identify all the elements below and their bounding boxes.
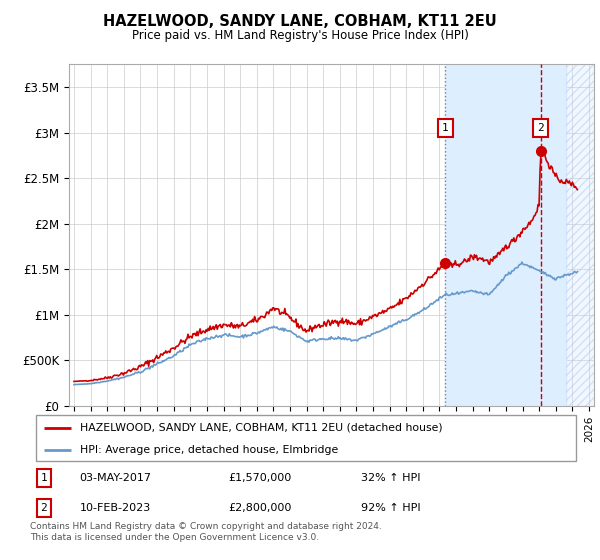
- Text: HPI: Average price, detached house, Elmbridge: HPI: Average price, detached house, Elmb…: [80, 445, 338, 455]
- Text: Price paid vs. HM Land Registry's House Price Index (HPI): Price paid vs. HM Land Registry's House …: [131, 29, 469, 42]
- Text: HAZELWOOD, SANDY LANE, COBHAM, KT11 2EU: HAZELWOOD, SANDY LANE, COBHAM, KT11 2EU: [103, 14, 497, 29]
- Text: 2: 2: [40, 503, 47, 514]
- Text: £2,800,000: £2,800,000: [229, 503, 292, 514]
- Text: 10-FEB-2023: 10-FEB-2023: [80, 503, 151, 514]
- Bar: [566, 64, 600, 406]
- FancyBboxPatch shape: [35, 416, 577, 461]
- Text: 1: 1: [442, 123, 449, 133]
- Text: 03-MAY-2017: 03-MAY-2017: [80, 473, 152, 483]
- Text: 2: 2: [537, 123, 544, 133]
- Bar: [445, 64, 566, 406]
- Text: 32% ↑ HPI: 32% ↑ HPI: [361, 473, 421, 483]
- Bar: [566, 64, 600, 406]
- Text: 1: 1: [40, 473, 47, 483]
- Text: HAZELWOOD, SANDY LANE, COBHAM, KT11 2EU (detached house): HAZELWOOD, SANDY LANE, COBHAM, KT11 2EU …: [80, 423, 442, 433]
- Text: £1,570,000: £1,570,000: [229, 473, 292, 483]
- Text: 92% ↑ HPI: 92% ↑ HPI: [361, 503, 421, 514]
- Text: This data is licensed under the Open Government Licence v3.0.: This data is licensed under the Open Gov…: [30, 533, 319, 543]
- Text: Contains HM Land Registry data © Crown copyright and database right 2024.: Contains HM Land Registry data © Crown c…: [30, 522, 382, 531]
